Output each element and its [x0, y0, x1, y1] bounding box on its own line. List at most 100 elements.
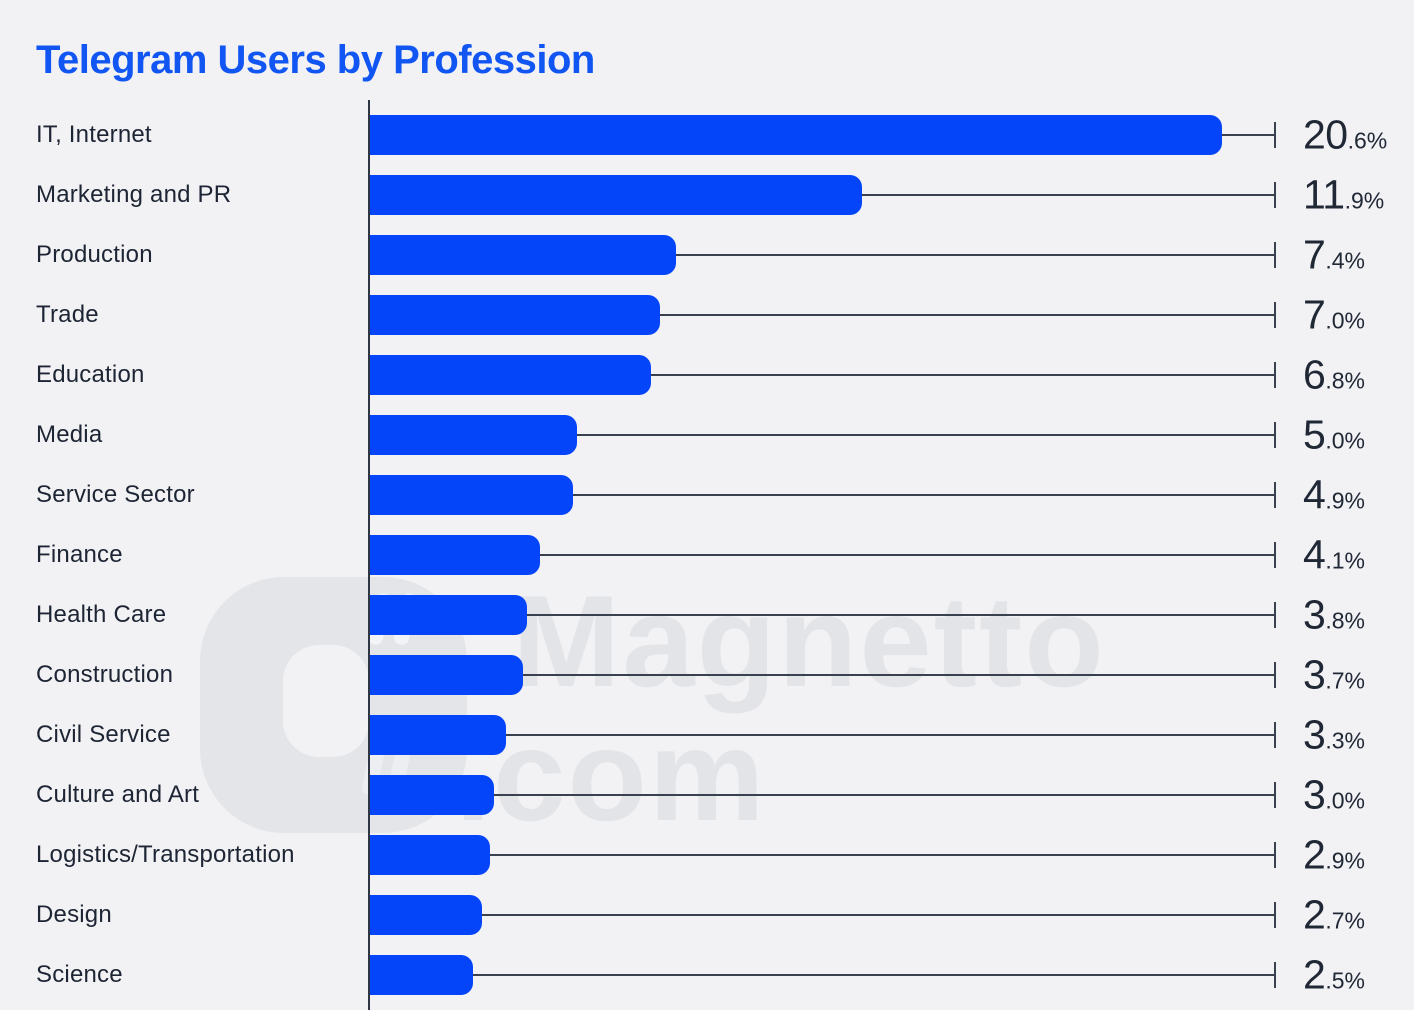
- value-decimal-part: .3%: [1325, 727, 1365, 754]
- category-label: Service Sector: [36, 481, 195, 508]
- category-label: IT, Internet: [36, 121, 152, 148]
- value-integer-part: 3: [1303, 591, 1326, 638]
- value-integer-part: 2: [1303, 951, 1326, 998]
- value-decimal-part: .0%: [1325, 307, 1365, 334]
- leader-line: [482, 914, 1275, 916]
- bar: [370, 655, 523, 695]
- value-decimal-part: .1%: [1325, 547, 1365, 574]
- tick-mark: [1274, 782, 1276, 808]
- value-label: 7.4%: [1303, 232, 1365, 279]
- bar: [370, 715, 506, 755]
- category-label: Production: [36, 241, 153, 268]
- value-decimal-part: .9%: [1325, 847, 1365, 874]
- leader-line: [660, 314, 1275, 316]
- value-label: 3.8%: [1303, 592, 1365, 639]
- tick-mark: [1274, 242, 1276, 268]
- bar: [370, 835, 490, 875]
- leader-line: [676, 254, 1275, 256]
- tick-mark: [1274, 902, 1276, 928]
- value-integer-part: 6: [1303, 351, 1326, 398]
- bar: [370, 295, 660, 335]
- bar: [370, 115, 1222, 155]
- value-label: 6.8%: [1303, 352, 1365, 399]
- bar: [370, 955, 473, 995]
- value-integer-part: 2: [1303, 891, 1326, 938]
- bar: [370, 535, 540, 575]
- value-integer-part: 3: [1303, 651, 1326, 698]
- category-label: Media: [36, 421, 103, 448]
- leader-line: [573, 494, 1275, 496]
- tick-mark: [1274, 722, 1276, 748]
- value-decimal-part: .8%: [1325, 367, 1365, 394]
- tick-mark: [1274, 122, 1276, 148]
- tick-mark: [1274, 422, 1276, 448]
- tick-mark: [1274, 182, 1276, 208]
- value-decimal-part: .5%: [1325, 967, 1365, 994]
- value-decimal-part: .8%: [1325, 607, 1365, 634]
- value-decimal-part: .9%: [1344, 187, 1385, 214]
- leader-line: [490, 854, 1275, 856]
- category-label: Science: [36, 961, 123, 988]
- chart-title: Telegram Users by Profession: [36, 38, 595, 82]
- value-label: 11.9%: [1303, 172, 1384, 219]
- value-integer-part: 7: [1303, 291, 1326, 338]
- category-label: Design: [36, 901, 112, 928]
- tick-mark: [1274, 842, 1276, 868]
- value-label: 4.9%: [1303, 472, 1365, 519]
- value-label: 3.3%: [1303, 712, 1365, 759]
- value-integer-part: 11: [1303, 171, 1345, 218]
- leader-line: [862, 194, 1275, 196]
- tick-mark: [1274, 302, 1276, 328]
- bar: [370, 895, 482, 935]
- value-integer-part: 3: [1303, 771, 1326, 818]
- watermark-line1: Magnetto: [512, 568, 1106, 714]
- axis-line: [368, 100, 370, 1010]
- value-label: 5.0%: [1303, 412, 1365, 459]
- leader-line: [523, 674, 1275, 676]
- leader-line: [577, 434, 1275, 436]
- bar: [370, 415, 577, 455]
- value-label: 2.7%: [1303, 892, 1365, 939]
- leader-line: [494, 794, 1275, 796]
- tick-mark: [1274, 362, 1276, 388]
- leader-line: [540, 554, 1275, 556]
- value-integer-part: 5: [1303, 411, 1326, 458]
- category-label: Logistics/Transportation: [36, 841, 295, 868]
- category-label: Trade: [36, 301, 99, 328]
- bar: [370, 775, 494, 815]
- tick-mark: [1274, 542, 1276, 568]
- category-label: Education: [36, 361, 145, 388]
- value-integer-part: 4: [1303, 471, 1326, 518]
- bar: [370, 175, 862, 215]
- category-label: Culture and Art: [36, 781, 200, 808]
- value-label: 7.0%: [1303, 292, 1365, 339]
- tick-mark: [1274, 482, 1276, 508]
- value-label: 3.7%: [1303, 652, 1365, 699]
- value-label: 2.9%: [1303, 832, 1365, 879]
- tick-mark: [1274, 662, 1276, 688]
- bar: [370, 355, 651, 395]
- value-decimal-part: .9%: [1325, 487, 1365, 514]
- value-decimal-part: .7%: [1325, 907, 1365, 934]
- value-integer-part: 4: [1303, 531, 1326, 578]
- leader-line: [1222, 134, 1275, 136]
- value-decimal-part: .0%: [1325, 787, 1365, 814]
- category-label: Civil Service: [36, 721, 171, 748]
- tick-mark: [1274, 602, 1276, 628]
- bar: [370, 235, 676, 275]
- category-label: Health Care: [36, 601, 167, 628]
- value-integer-part: 7: [1303, 231, 1326, 278]
- leader-line: [527, 614, 1275, 616]
- bar: [370, 475, 573, 515]
- value-decimal-part: .7%: [1325, 667, 1365, 694]
- value-integer-part: 20: [1303, 111, 1348, 158]
- value-integer-part: 2: [1303, 831, 1326, 878]
- leader-line: [473, 974, 1275, 976]
- leader-line: [651, 374, 1275, 376]
- category-label: Marketing and PR: [36, 181, 232, 208]
- category-label: Construction: [36, 661, 174, 688]
- value-label: 3.0%: [1303, 772, 1365, 819]
- value-label: 20.6%: [1303, 112, 1387, 159]
- category-label: Finance: [36, 541, 123, 568]
